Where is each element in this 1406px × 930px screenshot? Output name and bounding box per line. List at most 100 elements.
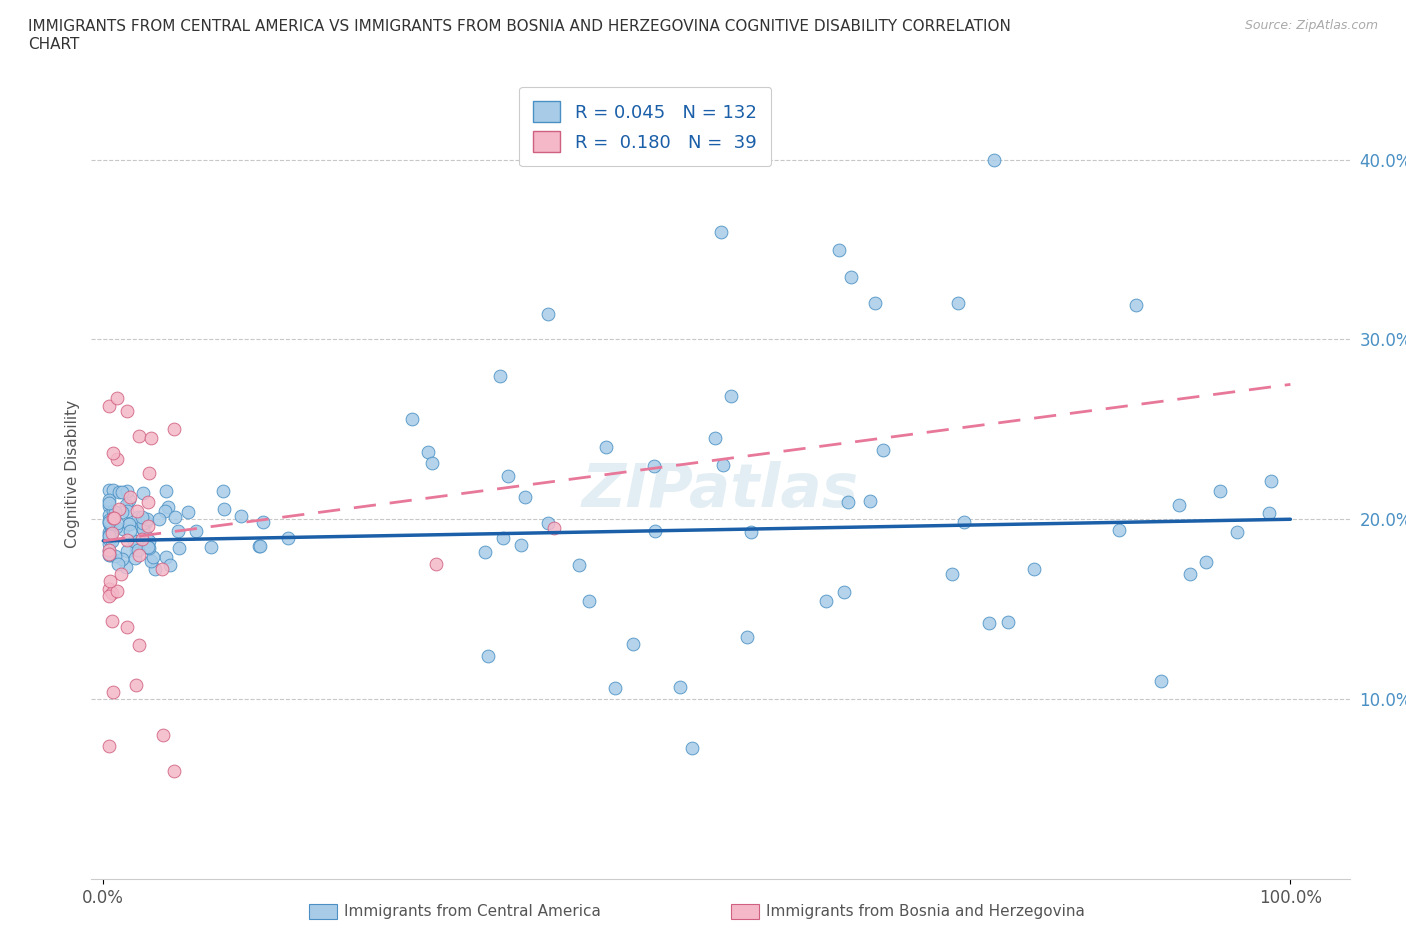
Point (997, 614, 1019, 629)
Point (277, 530, 299, 545)
Point (139, 431, 162, 445)
Point (107, 556, 129, 571)
Point (98, 542, 121, 557)
Point (131, 522, 153, 537)
Point (100, 518, 122, 533)
Point (138, 540, 160, 555)
Point (111, 485, 134, 499)
Point (127, 509, 149, 524)
Text: Source: ZipAtlas.com: Source: ZipAtlas.com (1244, 19, 1378, 32)
Point (101, 510, 124, 525)
Point (98, 483, 121, 498)
Point (142, 550, 165, 565)
Point (98, 512, 121, 527)
Point (828, 242, 851, 257)
Point (211, 484, 233, 498)
Point (98, 515, 121, 530)
Point (136, 512, 159, 526)
Point (115, 619, 138, 634)
Point (509, 538, 531, 552)
Point (114, 498, 136, 513)
Point (138, 465, 160, 480)
Point (136, 539, 159, 554)
Point (953, 514, 976, 529)
Point (595, 439, 617, 454)
Point (136, 495, 159, 510)
Point (474, 544, 496, 559)
Point (537, 307, 560, 322)
Point (163, 422, 186, 437)
Point (401, 412, 423, 427)
Point (166, 524, 188, 538)
Point (735, 630, 758, 644)
Point (681, 740, 703, 755)
Point (131, 510, 153, 525)
Point (1024, 562, 1046, 577)
Point (578, 594, 600, 609)
Point (125, 533, 148, 548)
Point (138, 533, 160, 548)
Point (105, 584, 128, 599)
Point (98, 527, 121, 542)
Point (104, 548, 127, 563)
Point (122, 533, 145, 548)
Point (537, 515, 560, 530)
Point (941, 566, 963, 581)
Point (177, 505, 200, 520)
Y-axis label: Cognitive Disability: Cognitive Disability (65, 400, 80, 549)
Point (125, 678, 148, 693)
Point (148, 512, 170, 526)
Point (104, 504, 127, 519)
Point (98, 581, 121, 596)
Point (118, 489, 141, 504)
Point (117, 532, 139, 547)
Point (155, 484, 177, 498)
Point (128, 638, 150, 653)
Point (118, 524, 141, 538)
Point (127, 543, 149, 558)
Point (101, 586, 124, 601)
Text: Immigrants from Bosnia and Herzegovina: Immigrants from Bosnia and Herzegovina (766, 904, 1085, 919)
Point (127, 503, 149, 518)
Point (153, 503, 176, 518)
Point (477, 648, 499, 663)
Point (1149, 673, 1171, 688)
Point (117, 484, 139, 498)
Point (720, 389, 742, 404)
Point (98, 543, 121, 558)
Point (492, 530, 515, 545)
Point (252, 514, 274, 529)
Point (155, 550, 177, 565)
Text: ZIPatlas: ZIPatlas (582, 461, 859, 520)
Point (1125, 298, 1147, 312)
Point (703, 431, 725, 445)
Point (98, 531, 121, 546)
Point (1108, 523, 1130, 538)
Point (977, 616, 1000, 631)
Point (98, 548, 121, 563)
Point (872, 443, 894, 458)
Legend: R = 0.045   N = 132, R =  0.180   N =  39: R = 0.045 N = 132, R = 0.180 N = 39 (519, 86, 772, 166)
Point (832, 584, 855, 599)
Point (643, 459, 665, 474)
Point (115, 560, 138, 575)
Point (1257, 505, 1279, 520)
Point (118, 492, 141, 507)
Point (124, 551, 146, 566)
Point (115, 544, 138, 559)
Point (837, 495, 859, 510)
Point (117, 517, 139, 532)
Text: CHART: CHART (28, 37, 80, 52)
Point (669, 679, 692, 694)
Point (111, 505, 134, 520)
Point (167, 541, 190, 556)
Point (709, 224, 731, 239)
Point (150, 561, 173, 576)
Point (115, 404, 138, 418)
Point (543, 521, 565, 536)
Point (101, 614, 124, 629)
Point (983, 153, 1005, 167)
Point (1260, 473, 1282, 488)
Point (100, 527, 122, 542)
Point (131, 521, 153, 536)
